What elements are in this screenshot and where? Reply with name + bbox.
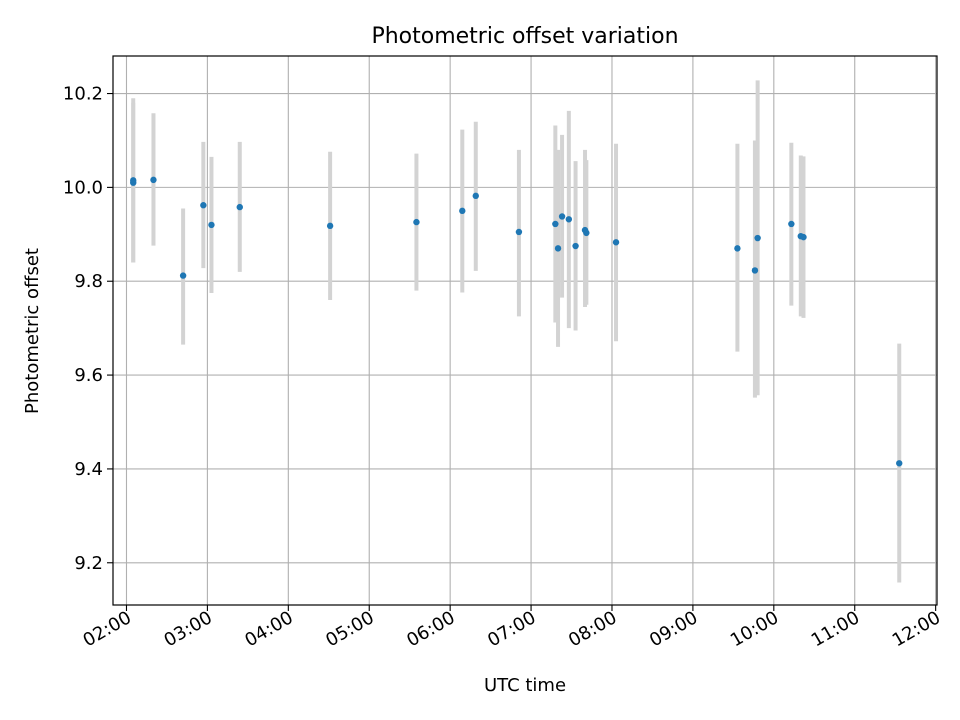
- y-tick-label: 9.6: [74, 365, 103, 386]
- data-point: [734, 245, 741, 252]
- y-tick-label: 9.8: [74, 271, 103, 292]
- data-point: [413, 218, 420, 226]
- data-point: [896, 460, 903, 467]
- x-axis-ticks: 02:00 03:00 04:00 05:00 06:00 07:00 08:00 09:00…: [80, 605, 944, 651]
- data-point: [788, 220, 795, 228]
- data-point: [800, 233, 807, 241]
- grid: [113, 56, 937, 605]
- x-tick-label: 03:00: [160, 607, 215, 651]
- x-tick-label: 11:00: [808, 607, 863, 651]
- y-tick-label: 9.2: [74, 553, 103, 574]
- data-point: [200, 202, 207, 209]
- data-point: [751, 267, 759, 274]
- data-points: [130, 176, 903, 467]
- data-point: [326, 222, 334, 230]
- data-point: [179, 272, 187, 279]
- data-point: [236, 203, 243, 211]
- data-point: [472, 192, 479, 200]
- chart-title: Photometric offset variation: [371, 24, 678, 49]
- data-point: [565, 216, 573, 223]
- x-tick-label: 10:00: [727, 607, 782, 651]
- data-point: [130, 179, 137, 186]
- data-point: [459, 207, 466, 215]
- x-tick-label: 08:00: [565, 607, 620, 651]
- x-tick-label: 04:00: [241, 607, 296, 651]
- data-point: [558, 213, 566, 220]
- x-tick-label: 12:00: [889, 607, 944, 651]
- y-axis-label: Photometric offset: [22, 248, 43, 414]
- data-point: [612, 239, 620, 246]
- y-tick-label: 10.2: [63, 84, 103, 105]
- x-tick-label: 05:00: [322, 607, 377, 651]
- data-point: [515, 228, 523, 236]
- x-tick-label: 09:00: [646, 607, 701, 651]
- data-point: [554, 245, 562, 252]
- plot-frame: [112, 55, 938, 606]
- data-point: [572, 242, 579, 250]
- error-bars: [131, 80, 902, 583]
- x-tick-label: 07:00: [484, 607, 539, 651]
- x-axis-label: UTC time: [484, 675, 566, 696]
- y-tick-label: 10.0: [63, 177, 103, 198]
- data-point: [552, 220, 559, 228]
- y-tick-label: 9.4: [74, 459, 103, 480]
- data-point: [583, 229, 590, 237]
- x-tick-label: 02:00: [80, 607, 135, 651]
- x-tick-label: 06:00: [403, 607, 458, 651]
- data-point: [150, 176, 157, 184]
- y-axis-ticks: 9.2 9.4 9.6 9.8 10.0 10.2: [63, 84, 113, 574]
- data-point: [754, 234, 761, 242]
- data-point: [208, 221, 215, 229]
